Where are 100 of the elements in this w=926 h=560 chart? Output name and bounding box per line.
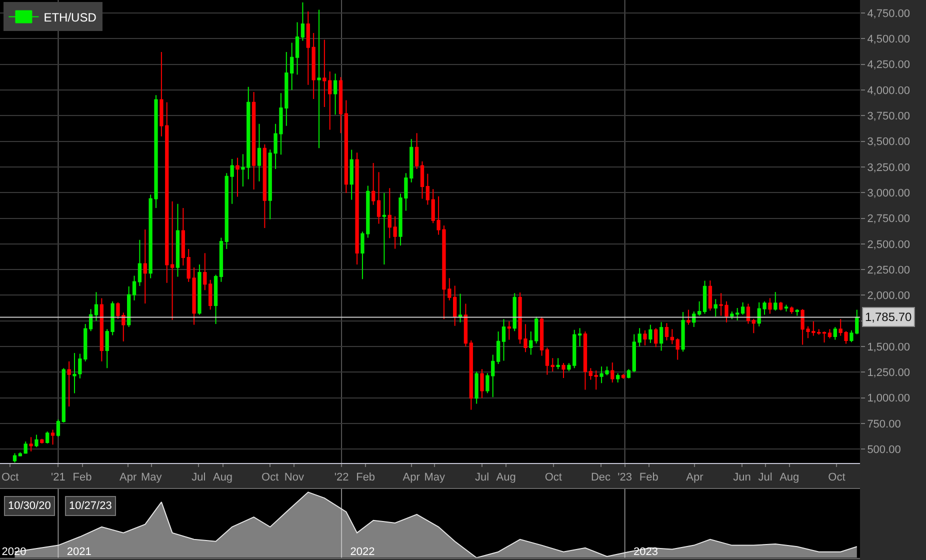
x-tick-label: Feb [639,471,658,484]
candlestick [648,324,652,344]
candlestick [643,330,647,346]
candlestick [236,157,240,198]
candlestick [29,436,33,452]
y-tick-label: 3,500.00 [867,136,910,148]
candlestick [790,306,794,314]
x-tick-label: '21 [51,471,66,484]
candlestick [686,309,690,326]
candlestick [474,370,478,404]
candlestick [219,237,224,282]
y-tick-label: 4,250.00 [867,59,910,72]
candlestick [295,22,300,76]
x-tick-label: '23 [618,471,632,484]
x-tick-label: Oct [2,471,19,484]
candlestick [822,330,826,343]
y-tick-label: 1,000.00 [867,392,910,405]
ref-line-label: 1,785.70 [865,310,912,324]
candlestick [56,418,60,438]
candlestick [414,132,419,170]
y-tick-label: 2,000.00 [867,290,910,302]
candlestick [94,292,98,322]
candlestick [664,322,669,341]
candlestick [132,275,136,301]
candlestick [376,172,381,224]
candlestick [257,123,262,182]
candlestick [453,285,457,326]
candlestick [420,160,424,200]
candlestick [774,292,778,312]
candlestick [300,2,305,42]
annotation: 10/30/20 [8,500,51,512]
candlestick [46,431,50,444]
candlestick [181,208,186,266]
y-tick-label: 750.00 [867,418,901,430]
candlestick [784,304,788,312]
candlestick [464,303,468,348]
candlestick [534,316,538,344]
candlestick [62,368,66,423]
legend-label: ETH/USD [44,10,97,24]
x-tick-label: Aug [212,471,233,484]
candlestick [779,301,783,311]
candlestick [372,162,376,206]
x-tick-label: Jul [192,471,206,484]
candlestick [338,76,343,134]
x-tick-label: Apr [402,471,420,484]
x-tick-label: Jul [758,471,772,484]
candlestick [507,320,511,340]
x-tick-label: Aug [496,471,516,484]
x-tick-label: Feb [72,471,92,484]
candlestick [496,330,500,364]
candlestick [100,298,104,362]
x-tick-label: 2023 [634,546,658,558]
candlestick [545,347,550,376]
candlestick [768,298,772,314]
x-tick-label: 2022 [350,546,375,558]
x-tick-label: Feb [356,471,376,484]
candlestick [562,362,566,379]
candlestick [626,368,631,379]
candlestick [714,298,718,317]
candlestick [752,318,756,334]
y-tick-label: 4,500.00 [867,34,910,46]
candlestick [540,316,544,356]
candlestick [676,338,680,360]
candlestick [344,100,348,194]
x-tick-label: 2020 [2,546,26,558]
x-tick-label: Jul [474,471,490,484]
candlestick [833,326,837,340]
y-tick-label: 3,750.00 [867,110,910,122]
candlestick [610,362,614,383]
candlestick [795,308,799,316]
y-tick-label: 3,250.00 [867,162,910,174]
candlestick [654,328,658,348]
candlestick [708,280,712,312]
x-tick-label: Apr [686,471,704,484]
candlestick [262,144,267,229]
candlestick [198,264,202,316]
x-tick-label: Oct [544,471,562,484]
y-tick-label: 1,250.00 [867,367,910,380]
x-tick-label: Jun [733,471,751,484]
x-tick-label: Nov [284,471,304,484]
x-tick-label: May [140,471,162,484]
candlestick [616,372,620,383]
x-tick-label: Apr [120,471,137,484]
candlestick [203,252,207,291]
candlestick [698,300,702,316]
candlestick [170,200,174,320]
x-tick-label: Oct [262,471,279,484]
candlestick [702,280,707,314]
x-tick-label: '22 [334,471,349,484]
candlestick [458,293,462,323]
candlestick [40,438,44,444]
candlestick [583,330,588,390]
candlestick [24,440,28,454]
x-tick-label: Dec [590,471,612,484]
y-tick-label: 4,750.00 [867,8,910,20]
candlestick [556,358,560,370]
candlestick [681,312,685,352]
candlestick [143,229,147,304]
candlestick [34,434,38,448]
candlestick [740,302,745,316]
